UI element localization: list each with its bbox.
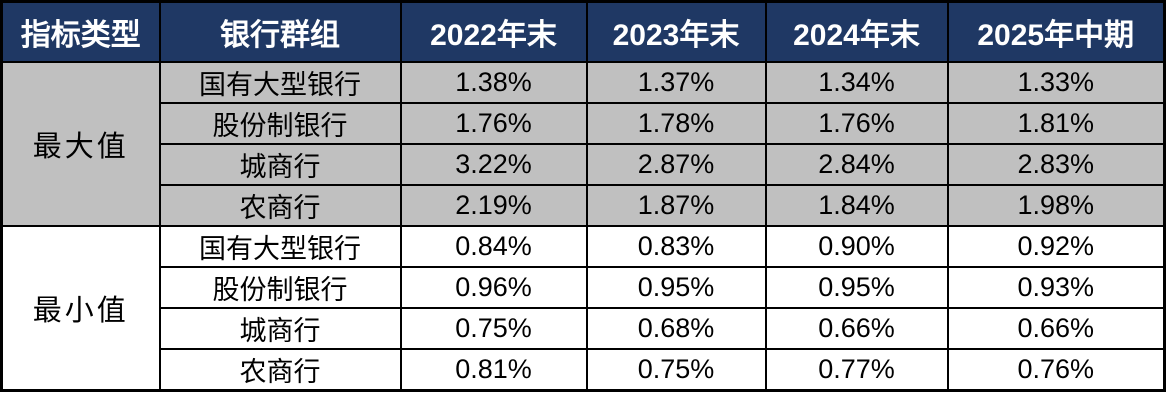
value-cell: 2.83% bbox=[946, 143, 1166, 186]
value-cell: 0.96% bbox=[399, 266, 588, 309]
value-cell: 1.87% bbox=[585, 184, 767, 227]
value-cell: 0.81% bbox=[399, 348, 588, 392]
value-cell: 1.34% bbox=[764, 61, 949, 104]
value-cell: 0.95% bbox=[764, 266, 949, 309]
group-label-cell-max: 最大值 bbox=[0, 61, 161, 227]
value-cell: 0.77% bbox=[764, 348, 949, 392]
bank-name-cell: 农商行 bbox=[158, 184, 402, 227]
column-header-2022: 2022年末 bbox=[399, 0, 588, 63]
bank-name-cell: 农商行 bbox=[158, 348, 402, 392]
value-cell: 0.76% bbox=[946, 348, 1166, 392]
bank-name-cell: 股份制银行 bbox=[158, 102, 402, 145]
value-cell: 1.78% bbox=[585, 102, 767, 145]
value-cell: 0.95% bbox=[585, 266, 767, 309]
table-row: 股份制银行 1.76% 1.78% 1.76% 1.81% bbox=[2, 102, 1166, 145]
header-row: 指标类型 银行群组 2022年末 2023年末 2024年末 2025年中期 bbox=[0, 0, 1166, 63]
bank-name-cell: 股份制银行 bbox=[158, 266, 402, 309]
value-cell: 2.84% bbox=[764, 143, 949, 186]
value-cell: 0.75% bbox=[399, 307, 588, 350]
column-header-bank-group: 银行群组 bbox=[158, 0, 402, 63]
bank-name-cell: 城商行 bbox=[158, 307, 402, 350]
value-cell: 0.75% bbox=[585, 348, 767, 392]
value-cell: 0.92% bbox=[946, 225, 1166, 268]
value-cell: 1.38% bbox=[399, 61, 588, 104]
value-cell: 1.33% bbox=[946, 61, 1166, 104]
table-row: 农商行 2.19% 1.87% 1.84% 1.98% bbox=[2, 184, 1166, 227]
column-header-2025-mid: 2025年中期 bbox=[946, 0, 1166, 63]
bank-name-cell: 国有大型银行 bbox=[158, 61, 402, 104]
bank-name-cell: 城商行 bbox=[158, 143, 402, 186]
column-header-indicator-type: 指标类型 bbox=[0, 0, 161, 63]
value-cell: 0.84% bbox=[399, 225, 588, 268]
value-cell: 1.84% bbox=[764, 184, 949, 227]
value-cell: 1.37% bbox=[585, 61, 767, 104]
table-row: 城商行 0.75% 0.68% 0.66% 0.66% bbox=[2, 307, 1166, 350]
value-cell: 0.66% bbox=[946, 307, 1166, 350]
bank-metrics-table: 指标类型 银行群组 2022年末 2023年末 2024年末 2025年中期 最… bbox=[0, 0, 1166, 392]
value-cell: 1.76% bbox=[399, 102, 588, 145]
table-row: 最大值 国有大型银行 1.38% 1.37% 1.34% 1.33% bbox=[0, 61, 1166, 227]
value-cell: 0.66% bbox=[764, 307, 949, 350]
value-cell: 1.76% bbox=[764, 102, 949, 145]
value-cell: 2.87% bbox=[585, 143, 767, 186]
value-cell: 0.90% bbox=[764, 225, 949, 268]
value-cell: 2.19% bbox=[399, 184, 588, 227]
table-row: 最小值 国有大型银行 0.84% 0.83% 0.90% 0.92% bbox=[0, 225, 1166, 392]
value-cell: 0.93% bbox=[946, 266, 1166, 309]
group-label-cell-min: 最小值 bbox=[0, 225, 161, 392]
value-cell: 1.81% bbox=[946, 102, 1166, 145]
value-cell: 0.83% bbox=[585, 225, 767, 268]
bank-name-cell: 国有大型银行 bbox=[158, 225, 402, 268]
value-cell: 3.22% bbox=[399, 143, 588, 186]
table-row: 农商行 0.81% 0.75% 0.77% 0.76% bbox=[2, 348, 1166, 392]
table-row: 城商行 3.22% 2.87% 2.84% 2.83% bbox=[2, 143, 1166, 186]
table-row: 股份制银行 0.96% 0.95% 0.95% 0.93% bbox=[2, 266, 1166, 309]
value-cell: 0.68% bbox=[585, 307, 767, 350]
column-header-2023: 2023年末 bbox=[585, 0, 767, 63]
column-header-2024: 2024年末 bbox=[764, 0, 949, 63]
value-cell: 1.98% bbox=[946, 184, 1166, 227]
